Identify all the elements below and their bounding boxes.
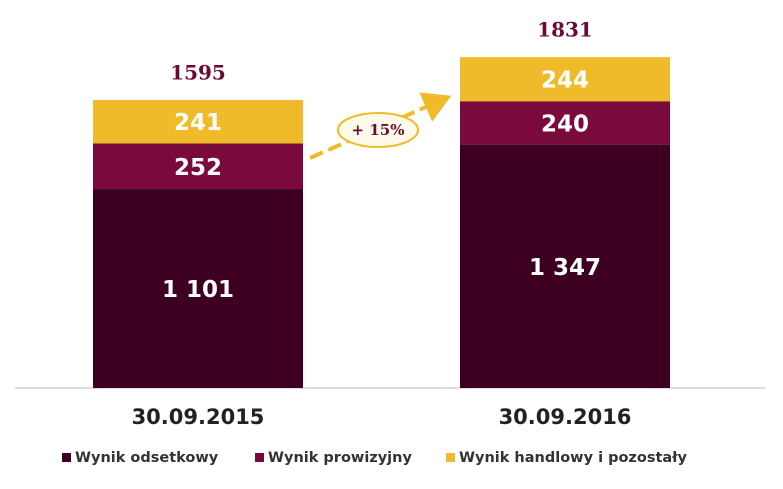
legend-swatch: [446, 453, 455, 462]
value-label: 1 347: [529, 255, 601, 281]
bar-segment: [460, 144, 670, 388]
legend-label: Wynik handlowy i pozostały: [459, 450, 688, 466]
bar-segment: [93, 143, 303, 190]
value-label: 252: [174, 155, 222, 181]
x-tick-label: 30.09.2016: [499, 405, 632, 429]
bar-segment: [93, 189, 303, 388]
value-label: 244: [541, 68, 589, 94]
value-label: 241: [174, 110, 222, 136]
total-label: 1831: [537, 18, 593, 42]
bar-segment: [460, 57, 670, 102]
value-label: 1 101: [162, 277, 234, 303]
bar-segment: [460, 101, 670, 145]
x-tick-label: 30.09.2015: [132, 405, 265, 429]
legend-swatch: [62, 453, 71, 462]
annotation: + 15%: [352, 121, 405, 139]
legend-swatch: [255, 453, 264, 462]
annotation-bubble: [337, 112, 419, 148]
legend-label: Wynik prowizyjny: [268, 450, 412, 466]
legend-label: Wynik odsetkowy: [75, 450, 219, 466]
value-label: 240: [541, 111, 589, 137]
total-label: 1595: [170, 60, 226, 84]
bar-segment: [93, 99, 303, 144]
